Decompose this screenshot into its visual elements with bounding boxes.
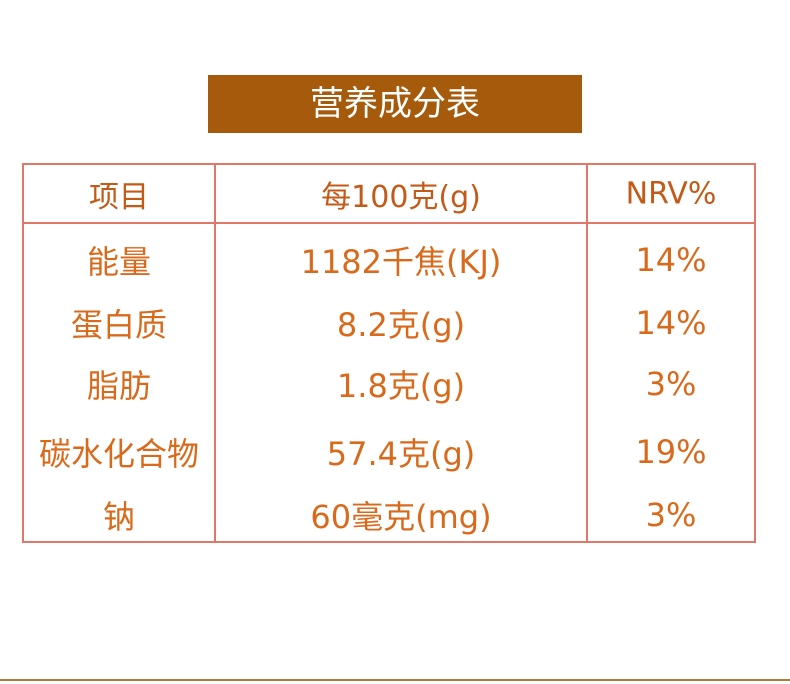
table-cell: 8.2克(g): [336, 306, 466, 344]
table-cell: 19%: [635, 433, 707, 471]
title-banner: 营养成分表: [208, 75, 582, 133]
table-cell: 蛋白质: [70, 306, 167, 344]
nutrition-table: 项目 每100克(g) NRV% 能量 1182千焦(KJ) 14% 蛋白质 8.2克(g) 1…: [22, 163, 756, 543]
table-cell: 3%: [645, 365, 697, 403]
column-header: 每100克(g): [321, 180, 481, 215]
table-cell: 57.4克(g): [326, 435, 476, 473]
table-cell: 碳水化合物: [38, 435, 199, 473]
column-divider: [214, 165, 216, 541]
table-cell: 60毫克(mg): [310, 498, 492, 536]
bottom-rule: [0, 679, 790, 681]
column-header: 项目: [89, 180, 149, 215]
column-header: NRV%: [625, 176, 717, 212]
header-divider: [24, 222, 754, 224]
table-cell: 钠: [102, 498, 135, 536]
table-cell: 14%: [635, 304, 707, 342]
table-cell: 脂肪: [86, 367, 151, 405]
table-cell: 14%: [635, 241, 707, 279]
table-cell: 1.8克(g): [336, 367, 466, 405]
table-cell: 1182千焦(KJ): [300, 243, 502, 281]
table-cell: 3%: [645, 496, 697, 534]
column-divider: [586, 165, 588, 541]
table-cell: 能量: [86, 243, 151, 281]
